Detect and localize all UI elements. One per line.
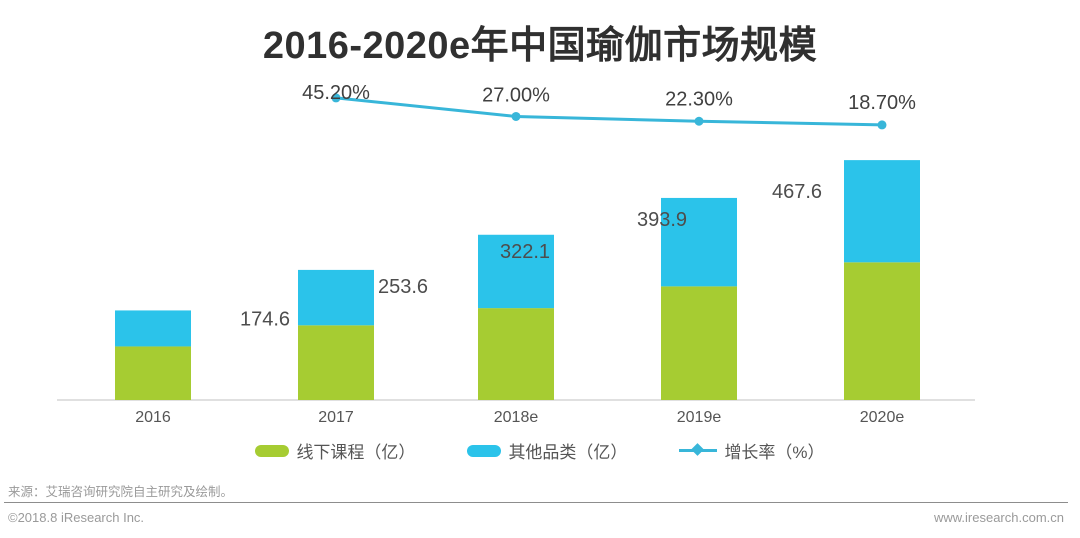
bar-other-categories-2019e: [661, 197, 737, 287]
legend-item-growth-rate: 增长率（%）: [679, 438, 825, 463]
bar-offline-courses-2019e: [661, 286, 737, 400]
growth-rate-line: [334, 96, 884, 127]
bar-total-label-2017: 253.6: [378, 276, 428, 298]
bar-other-categories-2016: [115, 310, 191, 347]
x-axis-label-2019e: 2019e: [677, 409, 722, 426]
legend-line-marker-icon: [679, 443, 718, 456]
legend-label-offline-courses: 线下课程（亿）: [296, 443, 416, 462]
copyright-text: ©2018.8 iResearch Inc.: [8, 510, 145, 525]
growth-rate-label-2017: 45.20%: [302, 82, 370, 104]
growth-rate-point-2018e: [511, 111, 521, 121]
legend-swatch-cyan-icon: [467, 444, 502, 457]
bar-other-categories-2020e: [844, 160, 920, 263]
bar-offline-courses-2020e: [844, 262, 920, 400]
x-axis-label-2020e: 2020e: [860, 409, 905, 426]
source-note: 来源：艾瑞咨询研究院自主研究及绘制。: [8, 485, 234, 499]
website-link: www.iresearch.com.cn: [933, 510, 1064, 525]
chart-plot-area: 174.6 2016 253.6 2017 322.1 2018e 393.9 2019e 46…: [57, 82, 975, 426]
growth-rate-label-2019e: 22.30%: [665, 88, 733, 110]
bar-total-label-2016: 174.6: [240, 308, 290, 330]
legend-item-offline-courses: 线下课程（亿）: [255, 438, 415, 463]
x-axis-label-2018e: 2018e: [494, 409, 539, 426]
growth-rate-label-2018e: 27.00%: [482, 84, 550, 106]
growth-rate-point-2017: [331, 93, 341, 103]
growth-rate-point-2020e: [877, 120, 887, 130]
growth-rate-point-2019e: [694, 116, 704, 126]
bar-other-categories-2017: [298, 269, 374, 326]
bar-total-label-2019e: 393.9: [637, 209, 687, 231]
footer-divider: [4, 502, 1068, 503]
legend-item-other-categories: 其他品类（亿）: [467, 438, 627, 463]
bar-offline-courses-2016: [115, 346, 191, 400]
legend-label-growth-rate: 增长率（%）: [724, 443, 825, 462]
legend-label-other-categories: 其他品类（亿）: [508, 443, 628, 462]
bar-total-label-2020e: 467.6: [772, 181, 822, 203]
bar-other-categories-2018e: [478, 234, 554, 309]
bar-offline-courses-2018e: [478, 308, 554, 400]
chart-title: 2016-2020e年中国瑜伽市场规模: [262, 25, 818, 67]
growth-rate-label-2020e: 18.70%: [848, 92, 916, 114]
x-axis-label-2016: 2016: [135, 409, 171, 426]
chart-legend: 线下课程（亿） 其他品类（亿） 增长率（%）: [0, 438, 1080, 463]
x-axis-label-2017: 2017: [318, 409, 354, 426]
bar-offline-courses-2017: [298, 325, 374, 400]
legend-swatch-green-icon: [255, 444, 290, 457]
bar-total-label-2018e: 322.1: [500, 241, 550, 263]
